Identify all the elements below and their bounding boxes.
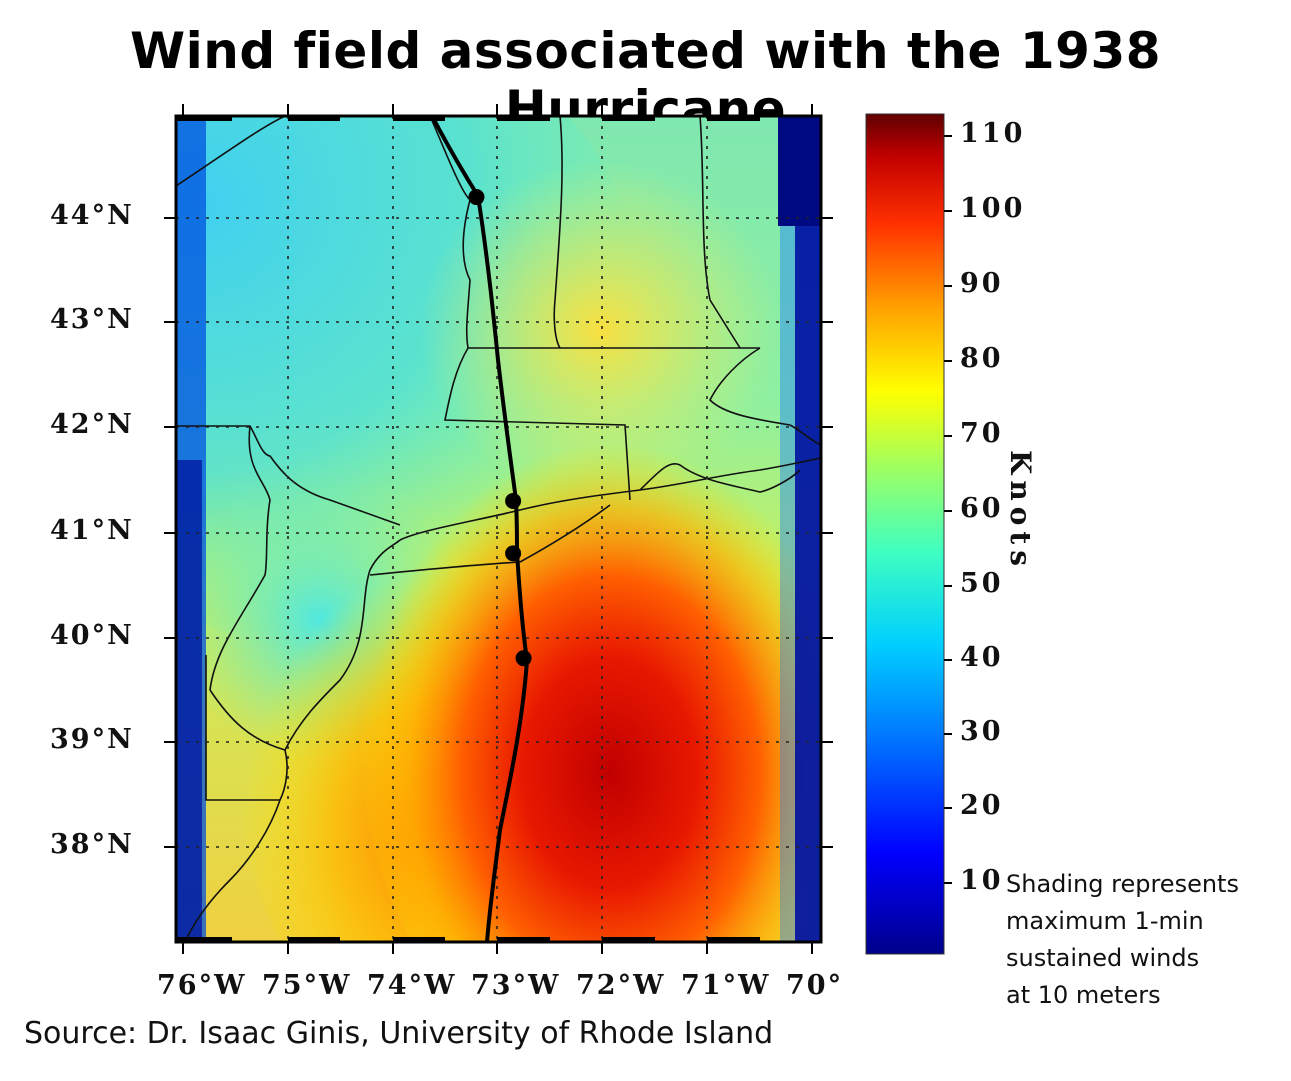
lat-label: 42°N [50,409,134,440]
note-line: at 10 meters [1006,981,1161,1009]
lon-label: 74°W [367,970,457,1001]
track-points [468,189,532,667]
lat-label: 44°N [50,200,134,231]
lon-label: 73°W [471,970,561,1001]
lat-label: 41°N [50,515,134,546]
colorbar-tick-label: 20 [960,790,1004,821]
chart-title: Wind field associated with the 1938 Hurr… [129,22,1162,138]
track-point [515,650,532,667]
colorbar-ticks [944,135,952,884]
axis-ticks [164,104,833,954]
colorbar-tick-label: 100 [960,193,1026,224]
lon-label: 72°W [576,970,666,1001]
track-point [505,545,522,562]
colorbar [865,113,945,955]
lon-label: 70° [786,970,844,1001]
colorbar-tick-label: 10 [960,865,1004,896]
colorbar-tick-label: 40 [960,642,1004,673]
source-credit: Source: Dr. Isaac Ginis, University of R… [24,1016,774,1051]
note-line: sustained winds [1006,944,1200,972]
lon-label: 75°W [262,970,352,1001]
colorbar-tick-label: 60 [960,493,1004,524]
colorbar-tick-label: 90 [960,268,1004,299]
track-point [468,189,485,206]
colorbar-tick-label: 80 [960,343,1004,374]
hurricane-track [430,116,530,942]
shading-note: Shading represents maximum 1-min sustain… [1006,866,1239,1014]
wind-shading [176,116,821,942]
lon-label: 76°W [157,970,247,1001]
state-borders [176,116,821,942]
lat-label: 38°N [50,829,134,860]
track-point [505,492,522,509]
note-line: Shading represents [1006,870,1239,898]
colorbar-tick-label: 110 [960,118,1026,149]
colorbar-tick-label: 50 [960,568,1004,599]
colorbar-units-label: Knots [1004,450,1037,573]
colorbar-tick-label: 30 [960,716,1004,747]
lat-label: 40°N [50,620,134,651]
frame-ticks [176,115,760,943]
lat-label: 43°N [50,304,134,335]
lat-label: 39°N [50,724,134,755]
colorbar-tick-label: 70 [960,418,1004,449]
lon-label: 71°W [681,970,771,1001]
note-line: maximum 1-min [1006,907,1204,935]
